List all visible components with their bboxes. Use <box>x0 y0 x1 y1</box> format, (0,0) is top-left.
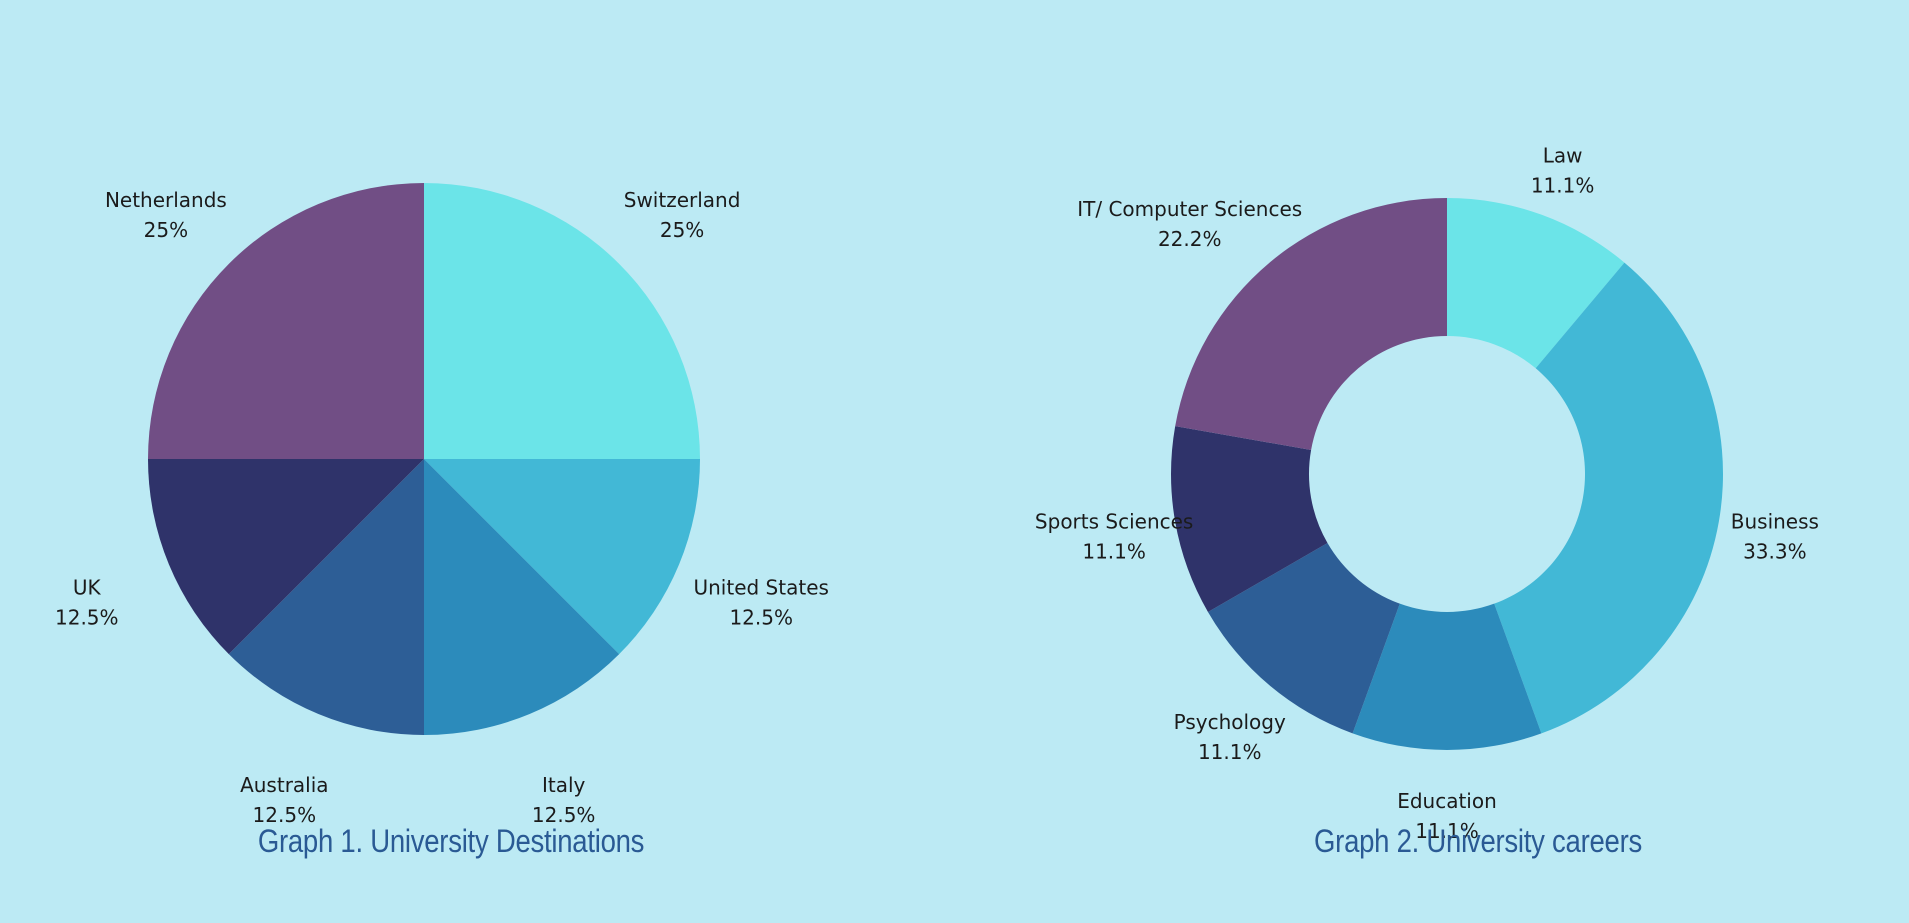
slice-value-psychology: 11.1% <box>1198 740 1262 764</box>
slice-label-it-computer-sciences: IT/ Computer Sciences <box>1077 197 1302 221</box>
slice-uk <box>148 459 424 655</box>
slice-psychology <box>1207 543 1400 734</box>
slice-switzerland <box>424 183 700 459</box>
slice-label-law: Law <box>1543 143 1583 167</box>
slice-netherlands <box>148 183 424 459</box>
slice-value-it-computer-sciences: 22.2% <box>1158 227 1222 251</box>
slice-label-switzerland: Switzerland <box>624 188 741 212</box>
slice-value-australia: 12.5% <box>253 803 317 827</box>
slice-label-education: Education <box>1397 789 1497 813</box>
slice-label-uk: UK <box>73 576 102 600</box>
graph-1-title: Graph 1. University Destinations <box>257 823 645 859</box>
slice-value-sports-sciences: 11.1% <box>1082 540 1146 564</box>
slice-italy <box>424 459 620 735</box>
destinations-pie-chart: Switzerland 25% United States 12.5% Italy 12.… <box>55 183 829 827</box>
slice-law <box>1447 198 1625 369</box>
slice-australia <box>228 459 424 735</box>
slice-label-australia: Australia <box>240 773 328 797</box>
slice-value-law: 11.1% <box>1531 173 1595 197</box>
slice-value-switzerland: 25% <box>660 218 704 242</box>
slice-label-united-states: United States <box>693 576 828 600</box>
slice-education <box>1352 603 1542 751</box>
slice-label-business: Business <box>1731 510 1819 534</box>
graph-2-title: Graph 2. University careers <box>1314 823 1642 859</box>
slice-value-italy: 12.5% <box>532 803 596 827</box>
careers-donut-chart: Law 11.1% Business 33.3% Education 11.1% Psych… <box>1035 143 1819 843</box>
slice-label-sports-sciences: Sports Sciences <box>1035 510 1193 534</box>
slice-value-business: 33.3% <box>1743 540 1807 564</box>
slice-label-netherlands: Netherlands <box>105 188 227 212</box>
slice-united-states <box>424 459 700 655</box>
slice-value-united-states: 12.5% <box>729 606 793 630</box>
slice-value-netherlands: 25% <box>144 218 188 242</box>
slice-value-uk: 12.5% <box>55 606 119 630</box>
slice-value-education: 11.1% <box>1415 819 1479 843</box>
slice-business <box>1494 262 1724 734</box>
slice-sports-sciences <box>1171 426 1328 612</box>
slice-label-psychology: Psychology <box>1174 710 1286 734</box>
slice-label-italy: Italy <box>542 773 586 797</box>
slice-it-computer-sciences <box>1175 197 1447 451</box>
